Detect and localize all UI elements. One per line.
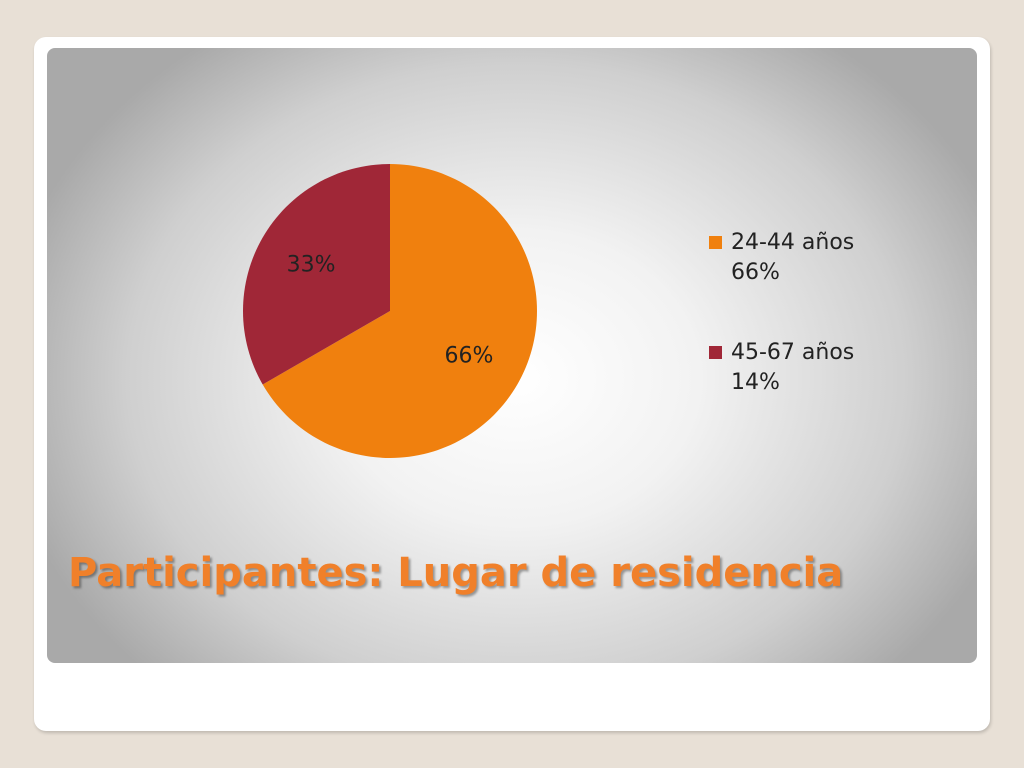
legend-item-24-44: 24-44 años 66% (709, 228, 909, 288)
legend-label-24-44: 24-44 años (731, 230, 855, 255)
slide-title: Participantes: Lugar de residencia (68, 550, 844, 596)
pie-data-label-45-67-a-os: 33% (287, 252, 336, 277)
pie-slice-45-67-a-os (243, 164, 390, 385)
legend-value-24-44: 66% (731, 260, 780, 285)
legend-item-45-67: 45-67 años 14% (709, 338, 909, 398)
legend-value-45-67: 14% (731, 370, 780, 395)
legend-swatch-45-67 (709, 346, 722, 359)
pie-slice-24-44-a-os (262, 164, 537, 458)
chart-legend: 24-44 años 66% 45-67 años 14% (709, 228, 909, 448)
pie-data-label-24-44-a-os: 66% (444, 344, 493, 369)
legend-label-45-67: 45-67 años (731, 340, 855, 365)
legend-swatch-24-44 (709, 236, 722, 249)
